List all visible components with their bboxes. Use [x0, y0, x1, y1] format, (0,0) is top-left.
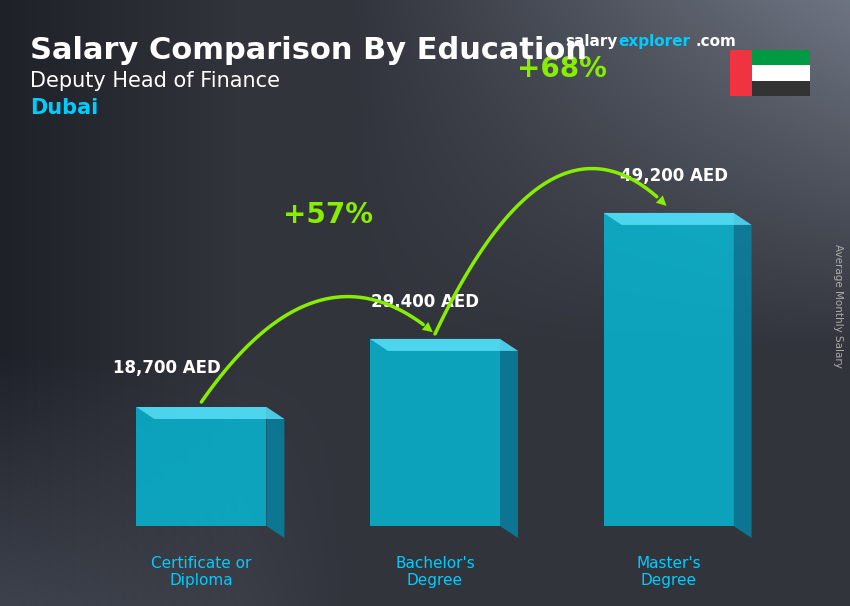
- Polygon shape: [136, 407, 266, 526]
- Text: 18,700 AED: 18,700 AED: [112, 359, 220, 377]
- Polygon shape: [370, 339, 500, 526]
- Text: +57%: +57%: [283, 201, 373, 229]
- Polygon shape: [370, 339, 518, 351]
- Text: Dubai: Dubai: [30, 98, 99, 118]
- Polygon shape: [604, 213, 734, 526]
- Polygon shape: [136, 407, 285, 419]
- Text: Bachelor's
Degree: Bachelor's Degree: [395, 556, 475, 588]
- Text: +68%: +68%: [517, 55, 607, 83]
- Text: 49,200 AED: 49,200 AED: [620, 167, 728, 185]
- Text: explorer: explorer: [618, 34, 690, 49]
- Polygon shape: [266, 407, 285, 538]
- Polygon shape: [604, 213, 751, 225]
- Text: salary: salary: [565, 34, 617, 49]
- Text: Average Monthly Salary: Average Monthly Salary: [833, 244, 843, 368]
- Text: Deputy Head of Finance: Deputy Head of Finance: [30, 71, 280, 91]
- Text: Certificate or
Diploma: Certificate or Diploma: [151, 556, 252, 588]
- Polygon shape: [752, 65, 810, 81]
- Polygon shape: [500, 339, 518, 538]
- Polygon shape: [730, 50, 752, 96]
- Text: Master's
Degree: Master's Degree: [637, 556, 701, 588]
- Text: .com: .com: [696, 34, 737, 49]
- Text: 29,400 AED: 29,400 AED: [371, 293, 479, 311]
- Polygon shape: [752, 50, 810, 65]
- Text: Salary Comparison By Education: Salary Comparison By Education: [30, 36, 587, 65]
- Polygon shape: [734, 213, 751, 538]
- Polygon shape: [752, 81, 810, 96]
